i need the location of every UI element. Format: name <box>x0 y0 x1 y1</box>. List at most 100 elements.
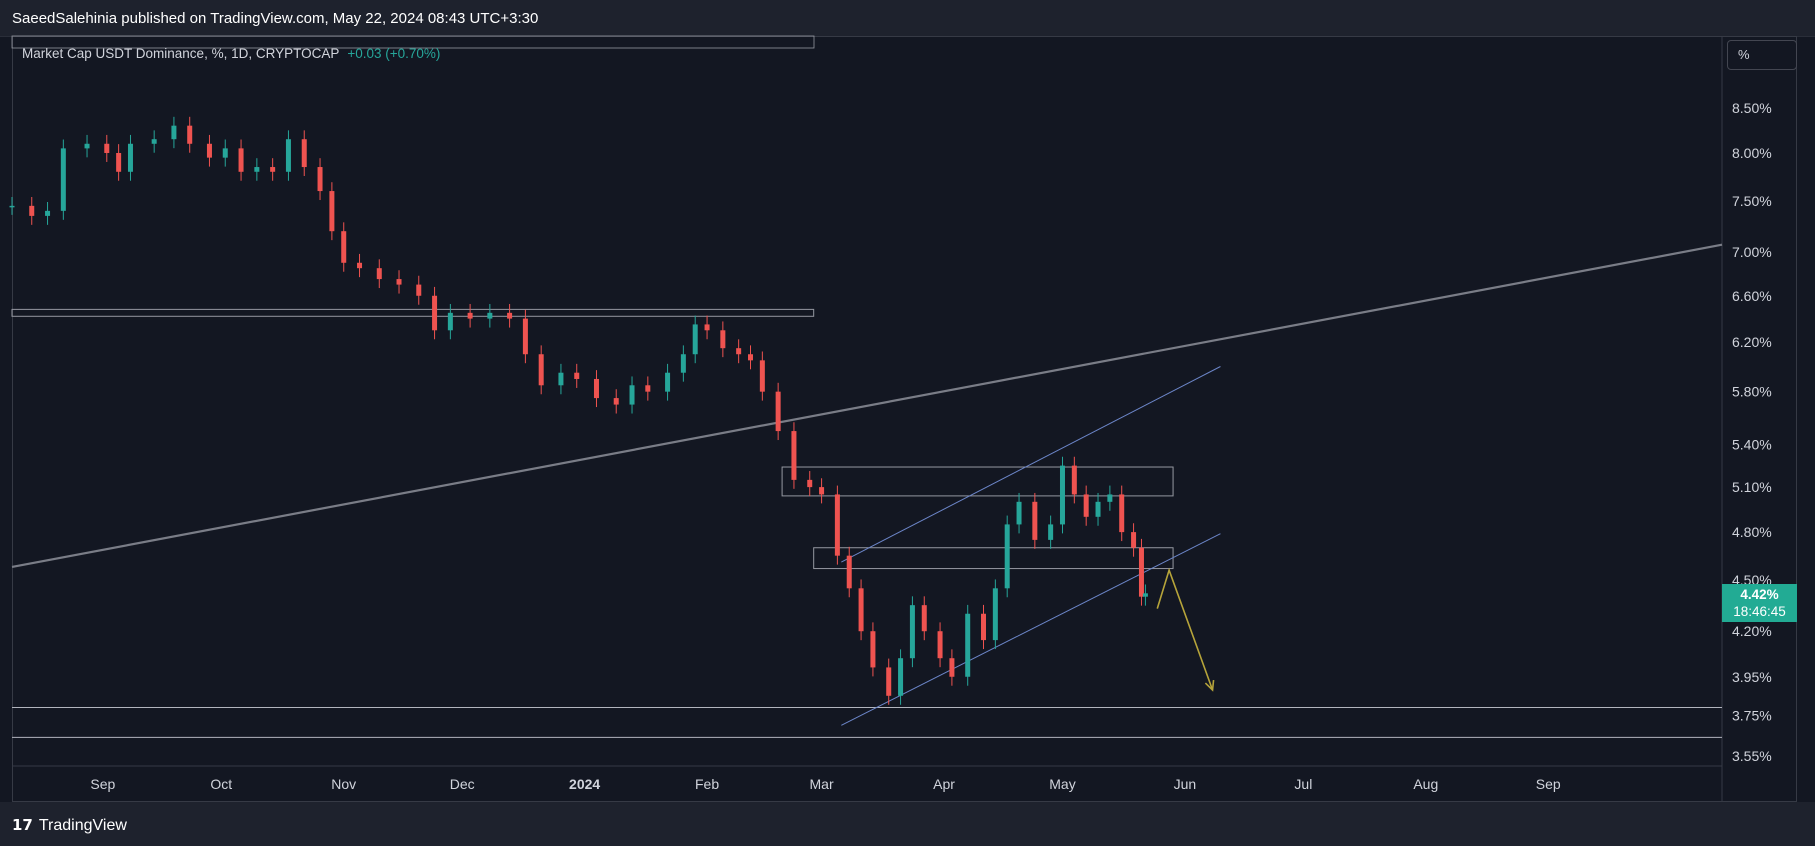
candle-body <box>357 262 363 269</box>
candle-body <box>522 318 528 355</box>
price-tick-label: 3.55% <box>1732 748 1772 764</box>
price-tick-label: 6.20% <box>1732 334 1772 350</box>
candle-body <box>329 191 335 232</box>
chart-frame[interactable] <box>12 36 1797 802</box>
price-tick-label: 6.60% <box>1732 288 1772 304</box>
candle-body <box>1131 532 1137 548</box>
candle-body <box>1138 547 1144 597</box>
symbol-change: +0.03 (+0.70%) <box>347 46 441 61</box>
candle-body <box>285 139 291 172</box>
symbol-title: Market Cap USDT Dominance, %, 1D, CRYPTO… <box>22 46 340 61</box>
candle-body <box>270 167 276 172</box>
candle-body <box>909 605 915 659</box>
price-tick-label: 3.75% <box>1732 707 1772 723</box>
candle-body <box>1016 501 1022 525</box>
tradingview-logo-icon: 17 <box>12 816 33 834</box>
candle-body <box>84 143 90 149</box>
candle-body <box>886 667 892 696</box>
candle-body <box>317 167 323 192</box>
candle-body <box>680 354 686 373</box>
candle-body <box>937 631 943 659</box>
candle-body <box>396 279 402 285</box>
time-tick-label: Apr <box>933 776 955 792</box>
channel-lower-line[interactable] <box>841 533 1221 726</box>
candle-body <box>704 324 710 331</box>
candle-body <box>341 231 347 263</box>
candle-body <box>1095 501 1101 517</box>
candle-body <box>238 148 244 172</box>
resistance-zone[interactable] <box>11 308 815 317</box>
candle-body <box>171 125 177 140</box>
symbol-legend: Market Cap USDT Dominance, %, 1D, CRYPTO… <box>22 46 440 61</box>
price-tick-label: 8.50% <box>1732 100 1772 116</box>
price-tick-label: 7.00% <box>1732 244 1772 260</box>
candle-body <box>747 354 753 361</box>
candle-body <box>593 378 599 399</box>
candle-body <box>151 139 157 144</box>
candle-body <box>1071 465 1077 495</box>
price-tick-label: 5.80% <box>1732 384 1772 400</box>
candle-body <box>222 148 228 158</box>
candle-body <box>921 605 927 632</box>
candle-body <box>1004 524 1010 589</box>
time-tick-label: Oct <box>210 776 232 792</box>
candle-body <box>645 385 651 392</box>
brand-text: TradingView <box>38 817 127 834</box>
candle-body <box>127 143 133 172</box>
time-tick-label: Sep <box>1536 776 1561 792</box>
candle-body <box>992 588 998 641</box>
candle-body <box>1032 501 1038 540</box>
projection-arrow[interactable] <box>1156 567 1214 691</box>
candle-body <box>1059 465 1065 525</box>
time-tick-label: Dec <box>450 776 475 792</box>
candle-body <box>870 631 876 668</box>
time-tick-label: Nov <box>331 776 356 792</box>
candle-body <box>629 385 635 405</box>
footer-bar: 17 TradingView <box>0 802 1815 846</box>
candle-body <box>1107 494 1113 502</box>
candle-body <box>507 312 513 319</box>
publisher-line: SaeedSalehinia published on TradingView.… <box>12 10 539 27</box>
price-tick-label: 4.80% <box>1732 524 1772 540</box>
time-tick-label: 2024 <box>569 776 600 792</box>
candle-body <box>254 167 260 172</box>
candle-body <box>898 658 904 696</box>
candle-body <box>613 398 619 405</box>
candle-body <box>736 348 742 355</box>
candle-body <box>965 613 971 677</box>
candle-body <box>45 210 51 216</box>
demand-zone[interactable] <box>813 547 1174 570</box>
candle-body <box>60 148 66 211</box>
candle-body <box>819 487 825 495</box>
candle-body <box>1119 494 1125 533</box>
price-tick-label: 5.10% <box>1732 479 1772 495</box>
candle-body <box>29 205 35 216</box>
candle-body <box>1142 593 1148 597</box>
candle-body <box>1048 524 1054 540</box>
candle-body <box>467 312 473 319</box>
candle-body <box>376 268 382 280</box>
time-tick-label: Sep <box>90 776 115 792</box>
candle-body <box>116 152 122 172</box>
long-trendline[interactable] <box>11 243 1723 569</box>
time-tick-label: Jun <box>1174 776 1197 792</box>
channel-upper-line[interactable] <box>841 366 1221 563</box>
price-unit-button[interactable]: % <box>1727 40 1797 70</box>
tradingview-brand[interactable]: 17 TradingView <box>12 816 127 835</box>
candle-body <box>1083 494 1089 517</box>
candle-body <box>558 372 564 386</box>
candle-body <box>432 295 438 331</box>
time-tick-label: May <box>1049 776 1075 792</box>
candle-body <box>574 372 580 379</box>
candle-body <box>104 143 110 153</box>
candle-body <box>759 360 765 392</box>
candle-body <box>665 372 671 392</box>
candle-body <box>791 431 797 480</box>
candle-body <box>834 494 840 556</box>
candle-body <box>9 205 15 208</box>
candle-body <box>720 330 726 349</box>
candle-body <box>538 354 544 386</box>
supply-zone[interactable] <box>781 466 1174 497</box>
price-tick-label: 8.00% <box>1732 145 1772 161</box>
